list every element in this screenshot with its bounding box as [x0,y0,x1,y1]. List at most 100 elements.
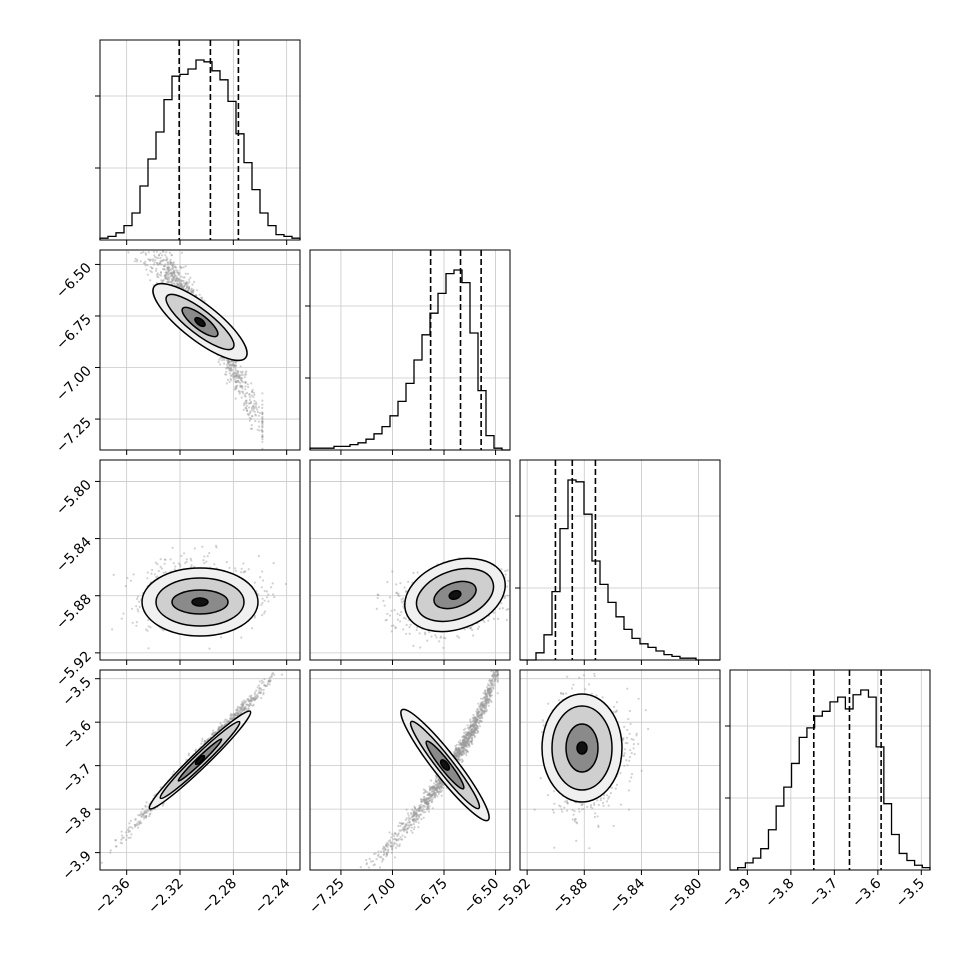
scatter-point [159,565,162,569]
scatter-point [184,284,187,287]
scatter-point [192,288,195,291]
scatter-point [178,283,181,286]
scatter-point [149,270,152,273]
scatter-point [188,278,191,281]
scatter-point [220,636,223,639]
scatter-point [131,621,134,624]
scatter-point [173,271,176,274]
scatter-point [223,720,226,723]
scatter-point [151,568,154,572]
scatter-point [161,267,164,271]
scatter-point [181,285,184,288]
scatter-point [246,409,249,412]
scatter-point [169,261,172,264]
scatter-point [249,427,252,430]
scatter-point [160,263,163,266]
scatter-point [230,368,233,371]
scatter-point [237,379,240,382]
y-tick-label: −5.80 [53,477,95,519]
y-tick-label: −7.00 [53,363,95,405]
scatter-point [173,568,176,571]
scatter-point [201,298,204,301]
scatter-point [240,390,243,393]
scatter-point [226,362,230,365]
scatter-point [193,547,196,550]
scatter-point [229,366,232,370]
scatter-point [166,262,170,265]
scatter-point [183,552,186,555]
scatter-point [250,694,253,697]
scatter-point [225,366,228,369]
scatter-point [402,597,405,600]
scatter-point [228,369,231,372]
scatter-point [111,628,114,631]
scatter-point [235,381,238,384]
scatter-point [182,286,185,289]
scatter-point [234,569,237,572]
scatter-point [252,396,255,399]
scatter-point [174,265,177,268]
scatter-point [260,697,263,700]
scatter-point [166,266,169,269]
scatter-point [237,381,240,384]
scatter-point [252,406,255,409]
scatter-point [152,258,155,261]
scatter-point [180,282,183,285]
scatter-point [234,364,237,367]
scatter-point [235,376,238,380]
scatter-point [430,635,433,638]
scatter-point [394,627,397,630]
scatter-point [180,286,184,289]
scatter-point [159,274,163,277]
scatter-point [147,625,150,628]
scatter-point [169,263,172,266]
scatter-point [166,267,169,270]
scatter-point [244,381,247,384]
scatter-point [243,404,246,407]
scatter-point [398,614,401,617]
scatter-point [400,611,403,614]
scatter-point [157,569,160,573]
scatter-point [229,368,232,371]
scatter-point [174,565,177,568]
scatter-point [227,361,230,364]
scatter-point [184,287,187,290]
scatter-point [241,370,244,373]
scatter-point [180,266,183,269]
scatter-point [242,408,245,411]
scatter-point [167,279,170,282]
scatter-point [234,369,237,372]
scatter-point [238,376,241,379]
scatter-point [203,555,206,558]
scatter-point [164,277,167,280]
scatter-point [147,258,150,261]
scatter-point [162,571,165,574]
scatter-point [177,279,180,282]
scatter-point [232,376,235,379]
scatter-point [173,278,176,281]
scatter-point [236,384,239,387]
scatter-point [146,264,149,267]
scatter-point [251,388,254,392]
scatter-point [241,374,244,377]
scatter-point [164,263,167,266]
scatter-point [236,373,239,376]
scatter-point [234,385,237,388]
scatter-point [166,263,169,266]
scatter-point [261,411,264,414]
scatter-point [166,268,169,271]
scatter-point [180,279,183,282]
scatter-point [185,282,188,285]
scatter-point [163,268,166,271]
scatter-point [149,258,153,261]
scatter-point [169,558,172,561]
scatter-point [140,251,143,255]
scatter-point [192,289,195,292]
scatter-point [251,627,254,630]
scatter-point [225,363,228,366]
scatter-point [257,593,260,596]
scatter-point [259,411,262,415]
scatter-point [492,617,495,621]
scatter-panel [309,459,511,665]
scatter-point [244,388,247,391]
